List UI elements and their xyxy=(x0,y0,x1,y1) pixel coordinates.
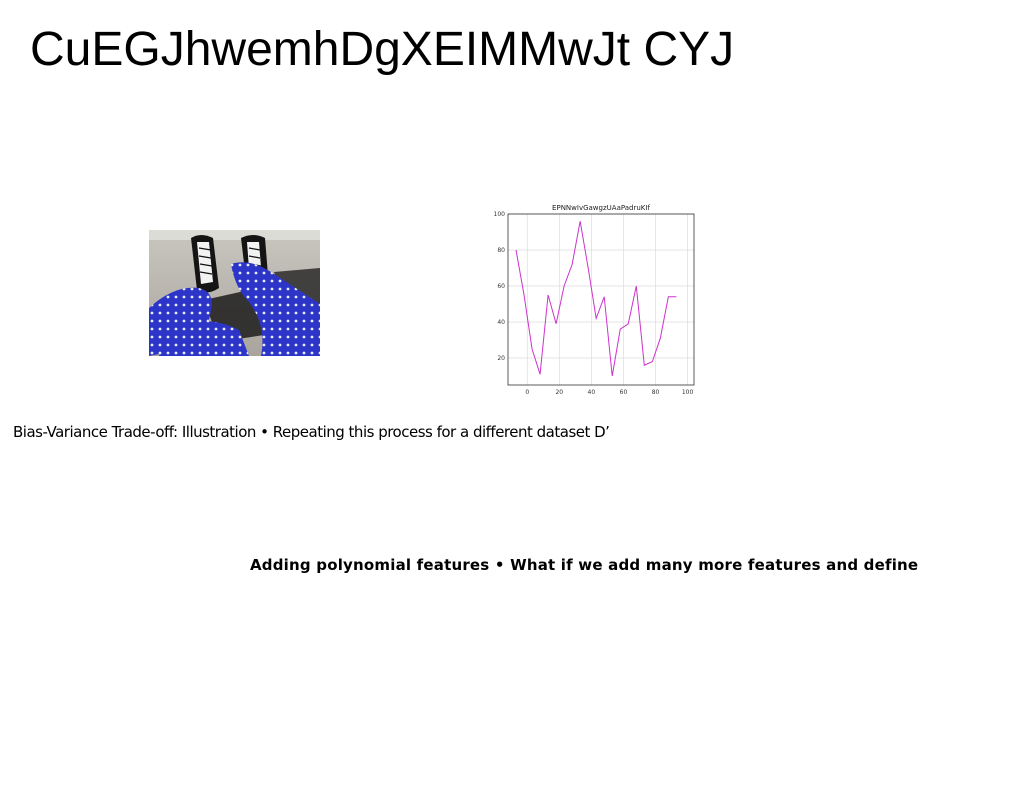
x-tick-label: 20 xyxy=(555,389,563,396)
y-tick-label: 100 xyxy=(494,211,506,218)
section-subheading: Adding polynomial features • What if we … xyxy=(250,556,919,574)
x-tick-label: 0 xyxy=(525,389,529,396)
series-line xyxy=(515,221,677,377)
y-tick-label: 40 xyxy=(497,319,505,326)
y-tick-label: 20 xyxy=(497,355,505,362)
plot-frame xyxy=(507,213,695,386)
x-tick-label: 80 xyxy=(652,389,660,396)
chart-title: EPNNwIvGawgzUAaPadruKIf xyxy=(552,204,650,212)
y-tick-label: 80 xyxy=(497,247,505,254)
x-tick-label: 60 xyxy=(620,389,628,396)
sneakers-photo xyxy=(149,230,320,356)
y-tick-label: 60 xyxy=(497,283,505,290)
slide-title: CuEGJhwemhDgXEIMMwJt CYJ xyxy=(30,23,735,76)
x-tick-label: 100 xyxy=(682,389,694,396)
slide-caption: Bias-Variance Trade-off: Illustration • … xyxy=(13,423,610,441)
line-chart: EPNNwIvGawgzUAaPadruKIf 0 20 40 60 80 100 20 40… xyxy=(490,200,700,400)
x-tick-label: 40 xyxy=(588,389,596,396)
